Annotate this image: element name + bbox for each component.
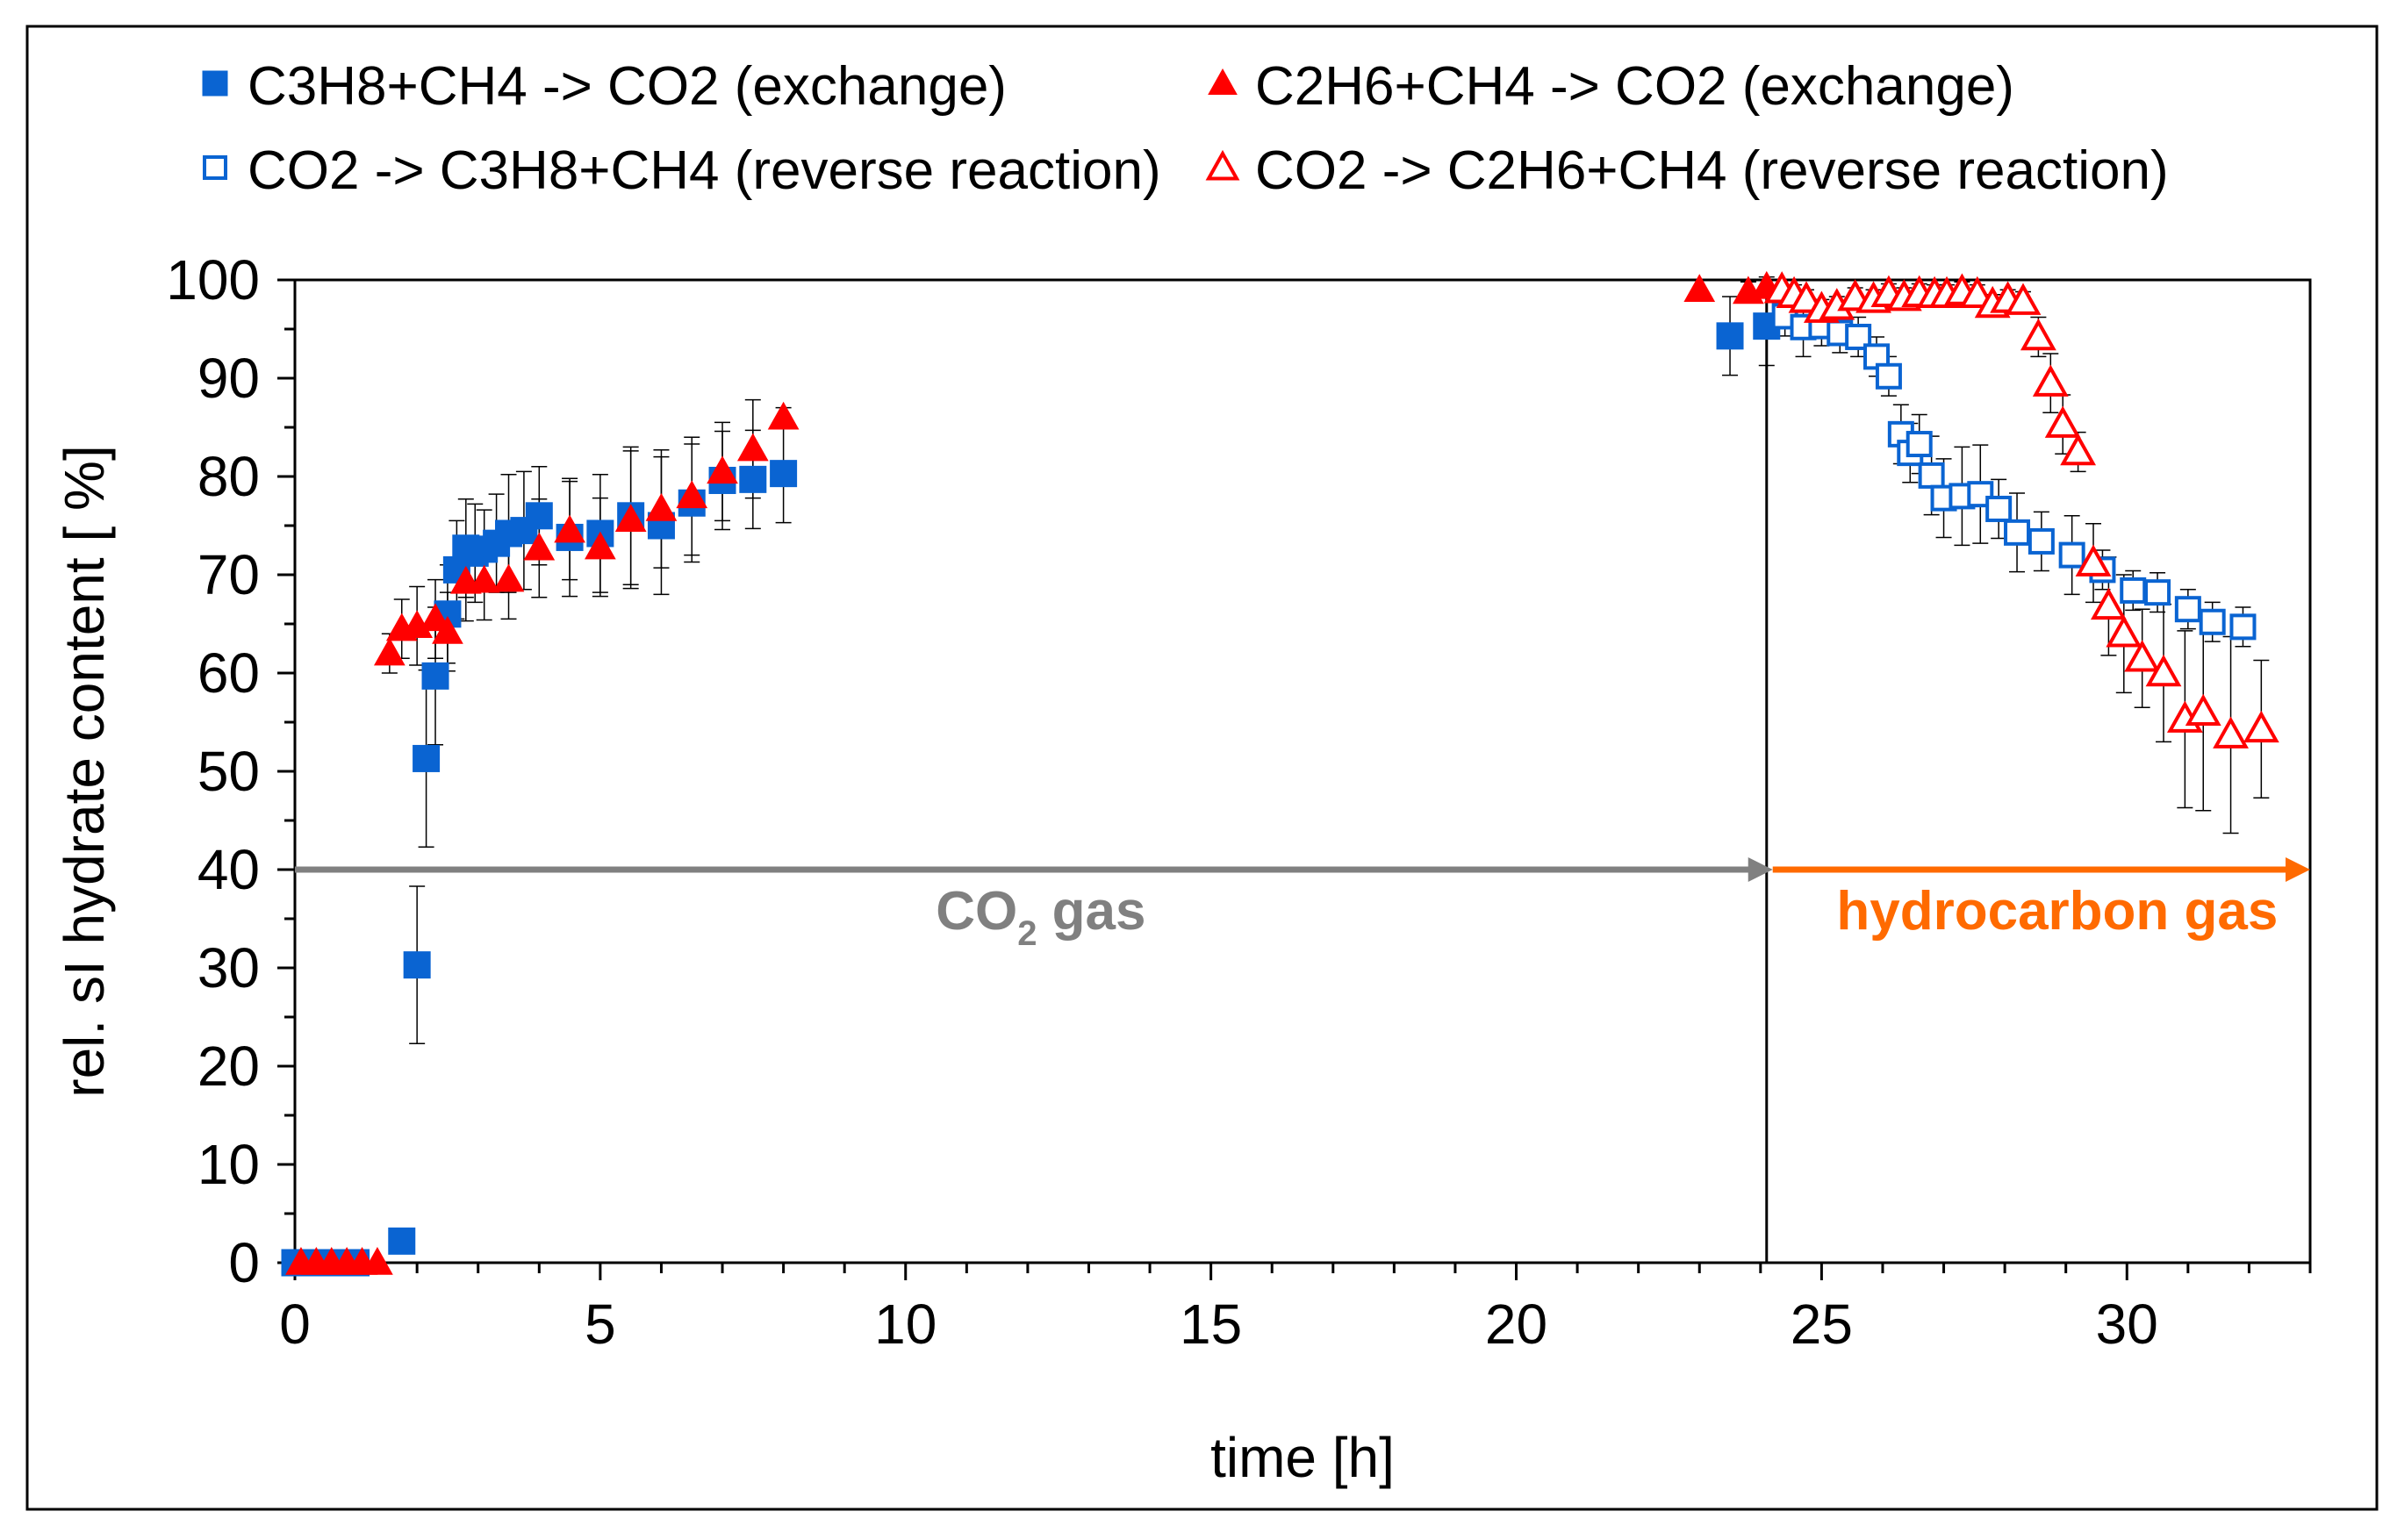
- data-point-series-4: [2060, 433, 2097, 466]
- data-point-series-1: [413, 744, 441, 772]
- data-point-series-2: [373, 637, 406, 666]
- annotation-label: CO2 gas: [936, 881, 1145, 953]
- x-tick-label: 20: [1485, 1293, 1547, 1356]
- data-point-series-2: [707, 455, 738, 484]
- legend-marker-1: [202, 70, 228, 97]
- x-tick-label: 5: [585, 1293, 616, 1356]
- data-point-series-4: [1959, 276, 1996, 309]
- annotation-arrow-head: [1748, 857, 1773, 882]
- y-tick-label: 50: [197, 740, 260, 803]
- data-point-series-3: [2120, 577, 2147, 604]
- y-tick-label: 60: [197, 641, 260, 705]
- data-point-series-3: [1906, 431, 1933, 458]
- data-point-series-2: [468, 564, 500, 593]
- data-point-series-4: [2090, 587, 2127, 620]
- y-tick-label: 40: [197, 838, 260, 901]
- data-point-series-2: [420, 603, 451, 632]
- legend-marker-3: [203, 155, 227, 180]
- data-point-series-2: [585, 531, 616, 560]
- data-point-series-1: [770, 460, 798, 488]
- data-point-series-3: [2229, 613, 2257, 641]
- y-tick-label: 20: [197, 1035, 260, 1098]
- data-point-series-4: [2213, 716, 2249, 749]
- data-point-series-4: [2145, 654, 2182, 687]
- annotation-label: hydrocarbon gas: [1836, 881, 2278, 942]
- y-tick-label: 80: [197, 445, 260, 508]
- y-tick-label: 10: [197, 1133, 260, 1196]
- legend-marker-2: [1208, 68, 1238, 95]
- x-axis-label: time [h]: [1210, 1426, 1395, 1489]
- data-point-series-1: [1716, 322, 1744, 350]
- data-point-series-4: [2124, 640, 2161, 672]
- data-point-series-3: [2058, 541, 2085, 569]
- y-tick-label: 90: [197, 347, 260, 410]
- y-tick-label: 0: [228, 1231, 260, 1294]
- data-points: [281, 270, 2279, 1277]
- data-point-series-4: [1788, 281, 1825, 313]
- data-point-series-3: [2174, 596, 2201, 623]
- data-point-series-4: [2044, 405, 2081, 438]
- x-tick-label: 0: [279, 1293, 311, 1356]
- data-point-series-3: [1875, 362, 1902, 390]
- data-point-series-2: [1683, 274, 1716, 302]
- data-point-series-2: [614, 504, 647, 533]
- x-tick-label: 25: [1791, 1293, 1853, 1356]
- legend-entry-3: CO2 -> C3H8+CH4 (reverse reaction): [248, 140, 1161, 201]
- annotation-arrow-head: [2286, 857, 2310, 882]
- legend-marker-4: [1205, 149, 1240, 181]
- data-point-series-2: [523, 532, 556, 561]
- y-tick-label: 100: [166, 248, 260, 312]
- data-point-series-3: [2028, 527, 2055, 555]
- data-point-series-3: [1845, 323, 1872, 350]
- legend-entry-1: C3H8+CH4 -> CO2 (exchange): [248, 56, 1007, 117]
- data-point-series-4: [2020, 318, 2056, 351]
- data-point-series-4: [2075, 544, 2112, 577]
- data-point-series-4: [2005, 283, 2042, 315]
- legend: C3H8+CH4 -> CO2 (exchange) C2H6+CH4 -> CO…: [202, 56, 2169, 201]
- y-axis-label: rel. sI hydrate content [ %]: [53, 445, 116, 1097]
- axis-tick-labels: 0 5 10 15 20 25 30 0 10 20 30 40 50 60 70 80 90 100: [166, 248, 2158, 1356]
- data-point-series-2: [736, 433, 769, 462]
- data-point-series-1: [525, 502, 553, 530]
- data-point-series-2: [554, 514, 585, 543]
- legend-entry-2: C2H6+CH4 -> CO2 (exchange): [1255, 56, 2014, 117]
- data-point-series-2: [767, 401, 800, 430]
- data-point-series-4: [2185, 693, 2221, 727]
- data-point-series-2: [676, 480, 708, 509]
- data-point-series-1: [388, 1227, 416, 1255]
- annotations: CO2 gas hydrocarbon gas: [295, 280, 2310, 1263]
- x-tick-label: 10: [874, 1293, 937, 1356]
- data-point-series-4: [2243, 710, 2279, 743]
- data-point-series-1: [403, 951, 431, 979]
- data-point-series-3: [2199, 608, 2226, 635]
- y-tick-label: 30: [197, 936, 260, 999]
- data-point-series-3: [2004, 519, 2031, 546]
- data-point-series-2: [362, 1246, 393, 1275]
- data-point-series-3: [1985, 495, 2013, 522]
- data-point-series-4: [2106, 615, 2142, 648]
- data-point-series-2: [432, 615, 463, 644]
- legend-entry-4: CO2 -> C2H6+CH4 (reverse reaction): [1255, 140, 2169, 201]
- data-point-series-1: [739, 465, 767, 493]
- data-point-series-4: [2032, 364, 2069, 397]
- x-tick-label: 15: [1180, 1293, 1242, 1356]
- data-point-series-1: [421, 662, 449, 690]
- plot-area: [293, 278, 2312, 1264]
- data-point-series-3: [2144, 579, 2171, 606]
- x-tick-label: 30: [2096, 1293, 2158, 1356]
- data-point-series-3: [1918, 462, 1945, 489]
- data-point-series-2: [492, 563, 525, 592]
- y-tick-label: 70: [197, 543, 260, 606]
- data-point-series-2: [645, 492, 678, 521]
